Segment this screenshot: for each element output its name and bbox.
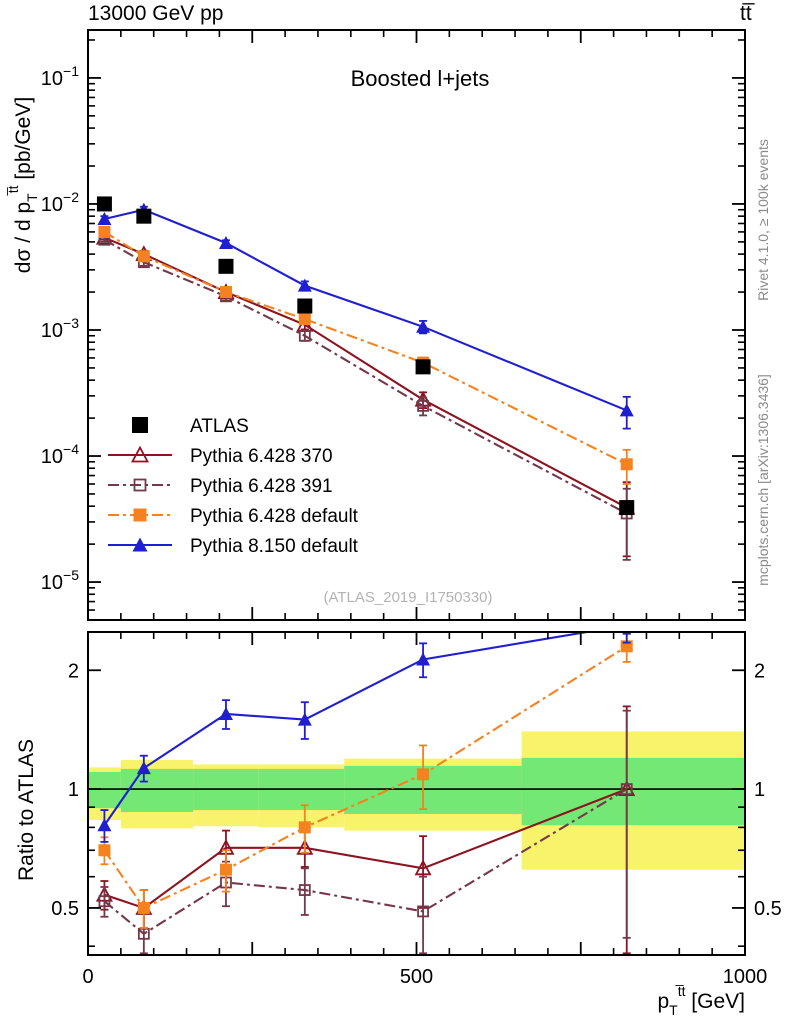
marker-square-open [298, 329, 311, 342]
marker-square-filled [297, 298, 313, 314]
marker-square-open [620, 783, 633, 796]
marker-triangle-filled [297, 278, 312, 292]
ratio-line [103, 632, 594, 826]
series-ATLAS [96, 196, 635, 516]
band-inner [88, 771, 121, 809]
marker-square-filled [137, 901, 150, 914]
x-tick-labels: 0 500 1000 [82, 966, 767, 988]
legend-label: Pythia 6.428 370 [190, 446, 333, 467]
marker-triangle-open [414, 859, 432, 876]
series-line [103, 231, 628, 466]
ratio-line [103, 645, 628, 910]
marker-triangle-filled [97, 211, 112, 225]
ratio-panel-series [95, 632, 636, 955]
marker-triangle-open [296, 838, 314, 855]
ratio-y-tick-labels: 0.5 0.5 1 1 2 2 [51, 660, 782, 920]
main-y-ticks [88, 39, 745, 611]
ratio-y-tick-label: 2 [68, 660, 79, 682]
marker-square-open [417, 399, 429, 412]
main-y-tick-labels: 10−1 10−2 10−3 10−4 10−5 [41, 63, 79, 594]
marker-square-filled [98, 225, 111, 238]
marker-square-open [417, 905, 429, 918]
y-tick-label: 10−2 [41, 189, 79, 216]
legend-item-2: Pythia 6.428 391 [108, 476, 333, 497]
marker-triangle-filled [218, 236, 233, 250]
legend-label: ATLAS [190, 416, 249, 437]
x-tick-label: 0 [82, 966, 93, 988]
marker-square-filled [619, 500, 635, 516]
band-inner [521, 757, 745, 826]
ratio-y-tick-label: 2 [754, 660, 765, 682]
marker-triangle-filled [136, 761, 151, 775]
ratio-y-tick-label: 0.5 [754, 898, 782, 920]
marker-square-filled [132, 417, 148, 433]
side-note-top: Rivet 4.1.0, ≥ 100k events [755, 139, 771, 301]
x-axis-ticks [87, 30, 746, 955]
main-y-axis-label: dσ / d pTt̅t [pb/GeV] [5, 97, 40, 273]
legend-item-4: Pythia 8.150 default [108, 536, 359, 557]
legend-label: Pythia 6.428 default [190, 506, 359, 527]
y-tick-label: 10−4 [41, 441, 79, 468]
marker-triangle-filled [132, 537, 148, 552]
series-line [103, 238, 628, 515]
series-Pythia-6-428-391 [98, 233, 633, 561]
x-tick-label: 1000 [723, 966, 768, 988]
ratio-y-tick-label: 1 [68, 779, 79, 801]
marker-square-filled [298, 313, 311, 326]
ratio-y-axis-label: Ratio to ATLAS [15, 739, 38, 881]
header-right: tt̅ [740, 2, 752, 25]
marker-square-filled [218, 258, 234, 274]
marker-square-filled [417, 768, 430, 781]
marker-square-filled [137, 250, 150, 263]
ratio-y-ticks [88, 669, 745, 948]
side-note-bottom: mcplots.cern.ch [arXiv:1306.3436] [755, 374, 771, 586]
marker-square-filled [620, 458, 633, 471]
x-tick-label: 500 [400, 966, 433, 988]
marker-square-filled [298, 821, 311, 834]
series-Pythia-6-428-default [98, 225, 633, 485]
ratio-y-tick-label: 0.5 [51, 898, 79, 920]
header-left: 13000 GeV pp [88, 2, 224, 25]
ratio-uncertainty-bands [88, 731, 745, 870]
legend-label: Pythia 6.428 391 [190, 476, 333, 497]
marker-square-open [98, 895, 111, 908]
marker-triangle-filled [416, 652, 431, 666]
series-Pythia-8-150-default [97, 202, 634, 430]
marker-triangle-filled [619, 403, 634, 417]
marker-triangle-filled [218, 706, 233, 720]
legend-item-3: Pythia 6.428 default [108, 506, 359, 527]
marker-square-open [133, 478, 147, 492]
marker-triangle-filled [97, 818, 112, 832]
marker-triangle-filled [416, 319, 431, 333]
y-tick-label: 10−5 [41, 567, 79, 594]
marker-triangle-open [130, 445, 150, 463]
marker-square-open [298, 884, 311, 896]
series-Pythia-6-428-370 [95, 228, 636, 558]
y-tick-label: 10−1 [41, 63, 79, 90]
series-line [104, 208, 628, 412]
marker-square-filled [136, 208, 152, 224]
marker-square-filled [98, 844, 111, 857]
marker-square-filled [133, 508, 147, 522]
legend-label: Pythia 8.150 default [190, 536, 359, 557]
marker-square-filled [415, 359, 431, 375]
ratio-Pythia-8-150-default [97, 632, 631, 843]
band-inner [120, 768, 194, 812]
main-panel-title: Boosted l+jets [351, 66, 490, 91]
y-tick-label: 10−3 [41, 315, 79, 342]
plot-watermark: (ATLAS_2019_I1750330) [323, 589, 492, 606]
legend-item-1: Pythia 6.428 370 [108, 445, 333, 467]
marker-square-filled [219, 863, 232, 876]
ratio-y-tick-label: 1 [754, 779, 765, 801]
main-panel-series [95, 196, 636, 561]
marker-triangle-filled [297, 712, 312, 726]
band-inner [344, 765, 522, 814]
x-axis-label: pTt̅t [GeV] [657, 983, 745, 1018]
marker-square-filled [96, 196, 112, 212]
marker-square-filled [219, 286, 232, 299]
legend: ATLAS Pythia 6.428 370 Pythia 6.428 391 Pyt… [108, 416, 359, 557]
legend-item-0: ATLAS [132, 416, 249, 437]
